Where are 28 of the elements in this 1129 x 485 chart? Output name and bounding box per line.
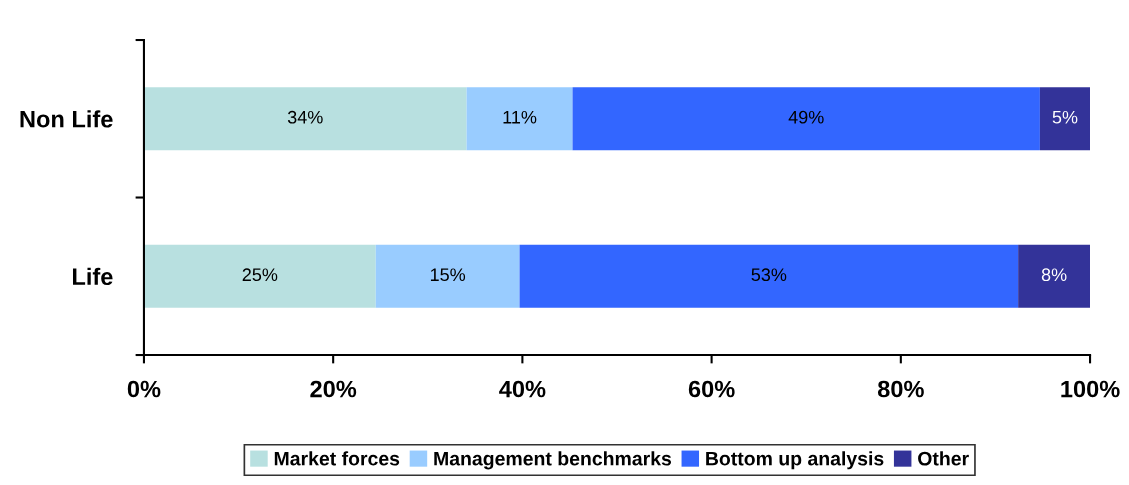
- data-label: 49%: [788, 110, 824, 124]
- bar: [1039, 87, 1091, 151]
- x-tick-label: 80%: [877, 380, 924, 398]
- legend-label: Other: [918, 451, 969, 466]
- bar: [1018, 244, 1091, 308]
- y-tick-label: Non Life: [20, 110, 113, 128]
- bar: [466, 87, 573, 151]
- data-label: 5%: [1052, 110, 1078, 124]
- x-tick-label: 0%: [127, 380, 161, 398]
- data-label: 8%: [1041, 268, 1067, 282]
- x-tick-label: 40%: [499, 380, 546, 398]
- legend-label: Market forces: [274, 451, 400, 466]
- legend-label: Bottom up analysis: [706, 451, 884, 470]
- data-label: 11%: [503, 110, 537, 124]
- data-label: 53%: [751, 268, 787, 282]
- bar: [375, 244, 520, 308]
- bar: [572, 87, 1040, 151]
- x-tick-label: 20%: [310, 380, 357, 398]
- bar: [519, 244, 1019, 308]
- data-label: 25%: [242, 268, 278, 282]
- data-label: 34%: [287, 110, 323, 124]
- bar: [143, 244, 376, 308]
- bar: [143, 87, 467, 151]
- legend-label: Management benchmarks: [434, 451, 672, 470]
- data-label: 15%: [430, 268, 466, 282]
- y-tick-label: Life: [73, 267, 113, 286]
- x-tick-label: 60%: [688, 380, 735, 398]
- x-tick-label: 100%: [1061, 380, 1120, 398]
